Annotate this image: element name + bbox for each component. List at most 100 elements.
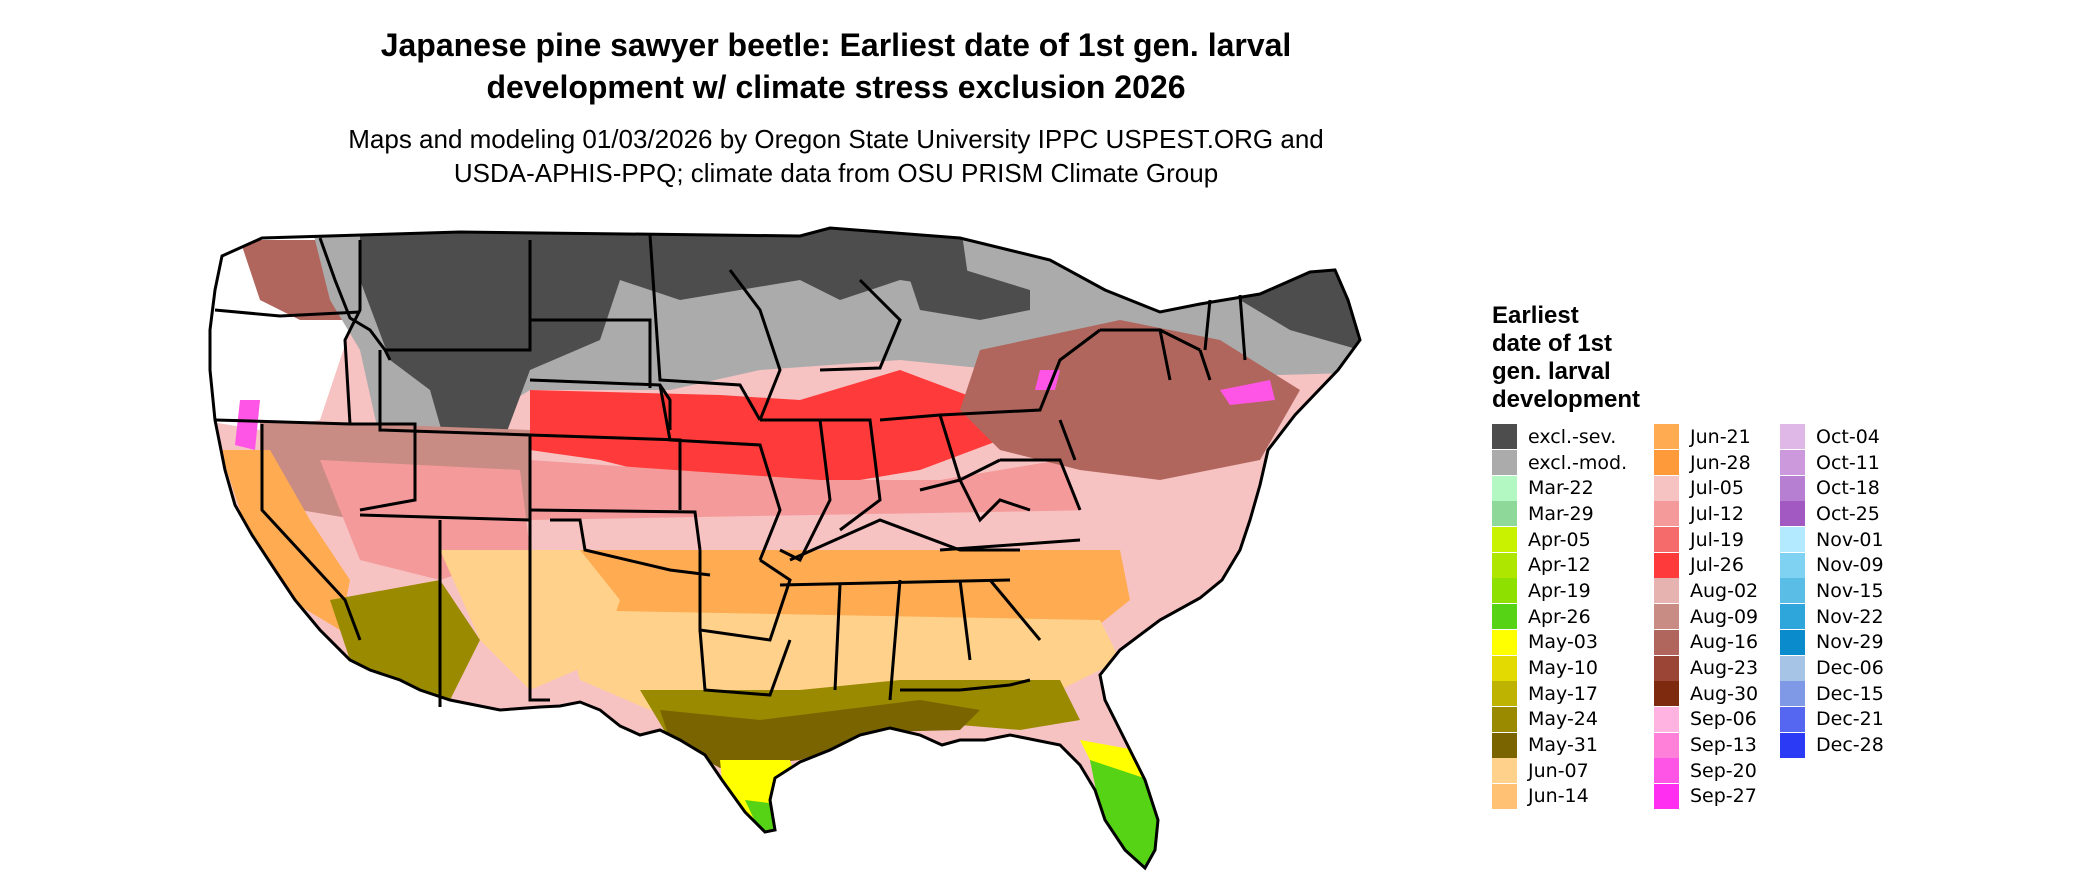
legend-label: May-10 <box>1528 657 1598 680</box>
border-ms-al <box>833 579 902 701</box>
legend-swatch <box>1492 783 1517 809</box>
legend-item: Aug-23 <box>1654 655 1758 681</box>
legend-label: Sep-13 <box>1690 734 1757 757</box>
legend-swatch <box>1654 450 1679 476</box>
legend-title-line: gen. larval <box>1492 358 1611 385</box>
border-la <box>698 629 792 697</box>
legend-item: Mar-29 <box>1492 501 1627 527</box>
legend-title-line: Earliest <box>1492 302 1579 329</box>
map-subtitle: Maps and modeling 01/03/2026 by Oregon S… <box>0 122 1672 190</box>
legend-item: Apr-19 <box>1492 578 1627 604</box>
legend-label: Apr-26 <box>1528 605 1591 628</box>
legend-label: Mar-22 <box>1528 477 1594 500</box>
legend-swatch <box>1780 655 1805 681</box>
legend-swatch <box>1492 655 1517 681</box>
legend-item: excl.-mod. <box>1492 450 1627 476</box>
legend-item: Nov-09 <box>1780 552 1884 578</box>
legend-label: Mar-29 <box>1528 502 1594 525</box>
legend-label: Aug-16 <box>1690 631 1759 654</box>
legend-label: May-17 <box>1528 682 1598 705</box>
zone-east-brown <box>960 320 1300 480</box>
legend-item: Oct-25 <box>1780 501 1884 527</box>
legend-item: Jun-28 <box>1654 450 1758 476</box>
legend-swatch <box>1492 629 1517 655</box>
legend-item: excl.-sev. <box>1492 424 1627 450</box>
legend-item: Dec-28 <box>1780 732 1884 758</box>
border-ut-az <box>359 513 531 522</box>
legend-swatch <box>1492 758 1517 784</box>
legend-swatch <box>1492 706 1517 732</box>
legend-item: May-31 <box>1492 732 1627 758</box>
legend-item: Sep-20 <box>1654 758 1758 784</box>
legend-item: Apr-12 <box>1492 552 1627 578</box>
border-ky-tn <box>789 518 1020 562</box>
state-borders <box>208 226 1362 871</box>
legend-label: Nov-01 <box>1816 528 1884 551</box>
legend-item: Dec-06 <box>1780 655 1884 681</box>
border-nj <box>1058 419 1077 461</box>
legend-item: May-17 <box>1492 681 1627 707</box>
legend-swatch <box>1654 706 1679 732</box>
legend-swatch <box>1654 604 1679 630</box>
legend-item: Jul-26 <box>1654 552 1758 578</box>
border-ks-ok <box>529 508 702 551</box>
legend-label: Aug-30 <box>1690 682 1759 705</box>
border-wy-co <box>378 350 532 520</box>
border-pa-ny <box>939 328 1101 417</box>
border-nv-ut <box>350 422 417 512</box>
legend-swatch <box>1492 501 1517 527</box>
border-or-ca <box>215 418 351 426</box>
legend-swatch <box>1492 424 1517 450</box>
legend-item: May-24 <box>1492 706 1627 733</box>
legend-swatch <box>1654 527 1679 553</box>
legend-swatch <box>1654 475 1679 501</box>
legend-swatch <box>1780 629 1805 655</box>
legend-swatch <box>1780 604 1805 630</box>
border-nm-tx <box>528 520 550 702</box>
legend-label: excl.-mod. <box>1528 451 1628 474</box>
legend-label: Apr-12 <box>1528 554 1591 577</box>
zone-gulf-dark <box>660 700 980 768</box>
legend-swatch <box>1492 732 1517 758</box>
legend-label: Sep-06 <box>1690 708 1757 731</box>
legend-swatch <box>1492 681 1517 707</box>
legend-label: May-03 <box>1528 631 1598 654</box>
legend-swatch <box>1654 681 1679 707</box>
legend-label: Oct-04 <box>1816 425 1880 448</box>
map-title: Japanese pine sawyer beetle: Earliest da… <box>0 24 1672 108</box>
legend-item: Mar-22 <box>1492 475 1627 501</box>
zone-florida-green <box>1090 760 1160 868</box>
border-ga-fl <box>900 678 1031 692</box>
legend-item: May-03 <box>1492 629 1627 656</box>
map-subtitle-line-2: USDA-APHIS-PPQ; climate data from OSU PR… <box>453 158 1219 188</box>
legend-item: Jul-19 <box>1654 527 1758 553</box>
legend-label: Dec-15 <box>1816 682 1884 705</box>
legend-label: Jun-21 <box>1690 425 1751 448</box>
legend-swatch <box>1654 655 1679 681</box>
border-tn-south <box>779 578 1011 587</box>
zone-midwest-red <box>530 370 1000 490</box>
legend-swatch <box>1654 501 1679 527</box>
legend-swatch <box>1654 758 1679 784</box>
legend-label: Jun-07 <box>1528 759 1589 782</box>
legend-swatch <box>1780 578 1805 604</box>
legend-item: Oct-11 <box>1780 450 1884 476</box>
legend-item: May-10 <box>1492 655 1627 681</box>
legend-item: Nov-22 <box>1780 604 1884 630</box>
phenology-zones <box>210 228 1360 868</box>
legend-item: Dec-21 <box>1780 706 1884 733</box>
legend-item: Aug-16 <box>1654 629 1759 656</box>
legend-swatch <box>1780 450 1805 476</box>
legend-item: Nov-15 <box>1780 578 1884 604</box>
legend-swatch <box>1492 475 1517 501</box>
legend-swatch <box>1654 783 1679 809</box>
border-ar <box>698 550 792 642</box>
legend-column-1: excl.-sev. excl.-mod. Mar-22 Mar-29 Apr-05 Ap… <box>1492 424 1627 809</box>
legend-item: Oct-18 <box>1780 475 1884 501</box>
legend-swatch <box>1780 681 1805 707</box>
legend-swatch <box>1492 604 1517 630</box>
border-mn <box>648 234 762 421</box>
border-me-nh <box>1238 294 1247 361</box>
legend-swatch <box>1780 424 1805 450</box>
legend-swatch <box>1780 475 1805 501</box>
